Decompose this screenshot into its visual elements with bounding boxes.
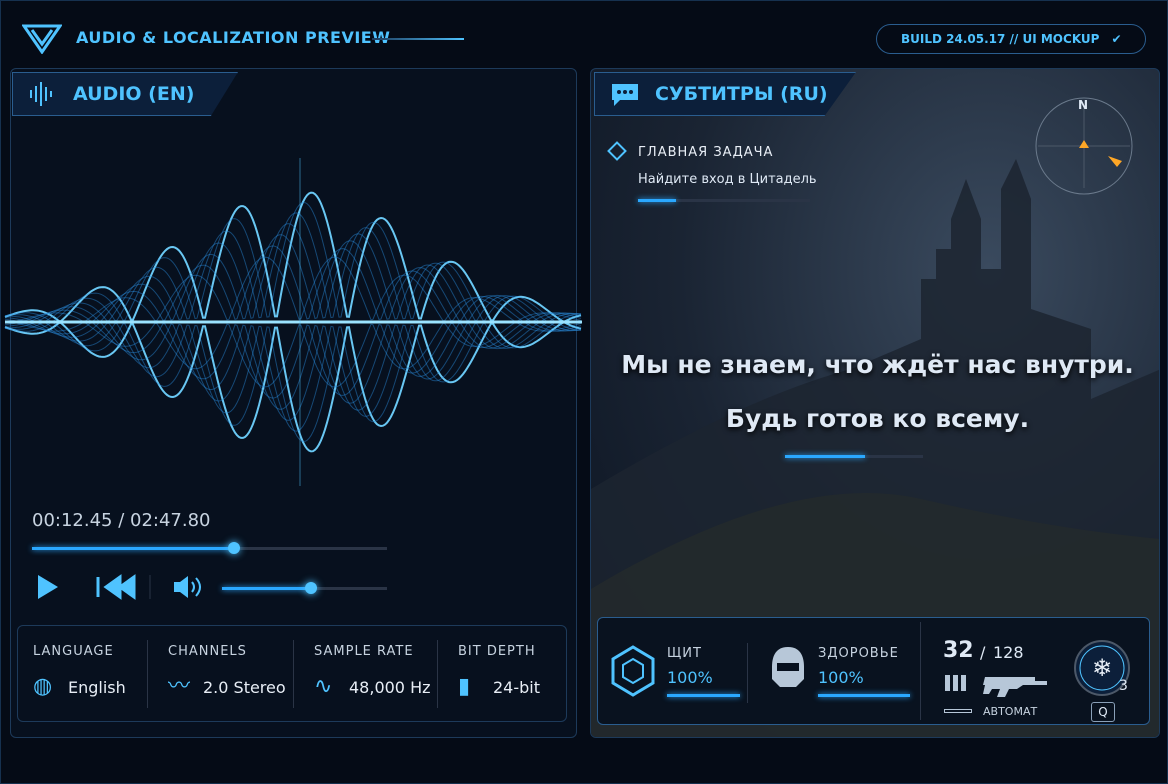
slider-knob[interactable]: [305, 582, 318, 594]
health-label: ЗДОРОВЬЕ: [818, 646, 899, 661]
audio-tag: AUDIO (EN): [12, 72, 238, 116]
hud: [597, 617, 1150, 725]
health-value: 100%: [818, 668, 864, 687]
progress-track: [32, 547, 387, 550]
objective-track: [638, 199, 810, 202]
build-label: BUILD 24.05.17 // UI MOCKUP: [901, 32, 1100, 46]
ammo-current: 32: [943, 638, 974, 663]
divider: [147, 640, 148, 708]
stat-icon: ▮: [458, 674, 471, 699]
shield-value: 100%: [667, 668, 713, 687]
subtitle-title: СУБТИТРЫ (RU): [655, 83, 828, 105]
shield-icon: [611, 645, 655, 697]
wave-line: [4, 321, 582, 432]
divider: [293, 640, 294, 708]
restart-button[interactable]: [96, 574, 136, 600]
weapon-name: АВТОМАТ: [983, 705, 1038, 718]
objective-text: Найдите вход в Цитадель: [638, 172, 817, 187]
stat-icon: ∿: [314, 674, 333, 699]
wave-line: [4, 321, 582, 421]
stats-panel: [17, 625, 567, 722]
shield-label: ЩИТ: [667, 646, 702, 661]
wave-line: [4, 322, 582, 443]
volume-track[interactable]: [222, 587, 387, 590]
audio-title: AUDIO (EN): [73, 83, 195, 105]
weapon-icon: [945, 675, 1047, 697]
shield-fill: [667, 694, 740, 697]
stat-value: 48,000 Hz: [349, 678, 431, 697]
compass: [1035, 97, 1133, 195]
health-track: [818, 694, 910, 697]
waveform: [4, 158, 582, 486]
build-badge: BUILD 24.05.17 // UI MOCKUP ✔: [876, 24, 1146, 54]
play-button[interactable]: [38, 575, 58, 599]
header-title: AUDIO & LOCALIZATION PREVIEW: [76, 28, 391, 47]
divider: [372, 38, 464, 40]
subtitle-box: Мы не знаем, что ждёт нас внутри. Будь го…: [600, 338, 1155, 446]
stat-icon: 〰: [168, 674, 191, 699]
health-fill: [818, 694, 910, 697]
shield-track: [667, 694, 740, 697]
stat-value: English: [68, 678, 126, 697]
stat-value: 2.0 Stereo: [203, 678, 286, 697]
health-icon: [772, 647, 804, 687]
check-icon: ✔: [1111, 32, 1122, 46]
wave-line: [4, 321, 582, 388]
time: 00:12.45 / 02:47.80: [32, 510, 211, 531]
progress-fill: [32, 547, 235, 550]
objective-fill: [638, 199, 676, 202]
wave-line: [4, 191, 582, 323]
slider-knob[interactable]: [228, 542, 241, 554]
subtitle-line: Мы не знаем, что ждёт нас внутри.: [621, 350, 1134, 379]
divider: [747, 643, 748, 703]
wave-line: [4, 321, 582, 399]
audio-icon: [30, 82, 52, 106]
wave-line: [4, 201, 582, 322]
stat-label: BIT DEPTH: [458, 644, 536, 659]
subtitle-fill: [785, 455, 866, 458]
ability-key[interactable]: Q: [1091, 702, 1115, 722]
stat-label: CHANNELS: [168, 644, 247, 659]
chat-icon: [612, 84, 638, 106]
wave-line: [4, 212, 582, 323]
controls: [38, 574, 201, 600]
divider: [437, 640, 438, 708]
stat-value: 24-bit: [493, 678, 541, 697]
wave-line: [4, 256, 582, 323]
subtitle-track: [785, 455, 923, 458]
compass-north: N: [1078, 98, 1089, 112]
wave-line: [4, 321, 582, 453]
stat-icon: ◍: [33, 674, 53, 699]
weapon-bar: [944, 709, 972, 713]
subtitle-line: Будь готов ко всему.: [725, 404, 1030, 433]
divider: [920, 622, 921, 720]
ability-count: 3: [1119, 678, 1128, 694]
subtitle-tag: СУБТИТРЫ (RU): [594, 72, 856, 116]
logo: [22, 24, 62, 54]
ammo-reserve: 128: [993, 643, 1024, 662]
stat-label: LANGUAGE: [33, 644, 114, 659]
wave-line: [4, 234, 582, 323]
volume-icon[interactable]: [174, 576, 188, 598]
svg-text:❄: ❄: [1092, 654, 1112, 682]
objective-label: ГЛАВНАЯ ЗАДАЧА: [638, 145, 774, 160]
wave-line: [4, 245, 582, 323]
stat-label: SAMPLE RATE: [314, 644, 414, 659]
volume-fill: [222, 587, 312, 590]
wave-line: [4, 223, 582, 323]
wave-line: [4, 321, 582, 410]
ammo-separator: /: [980, 643, 986, 662]
ability-icon: ❄: [1074, 640, 1130, 696]
